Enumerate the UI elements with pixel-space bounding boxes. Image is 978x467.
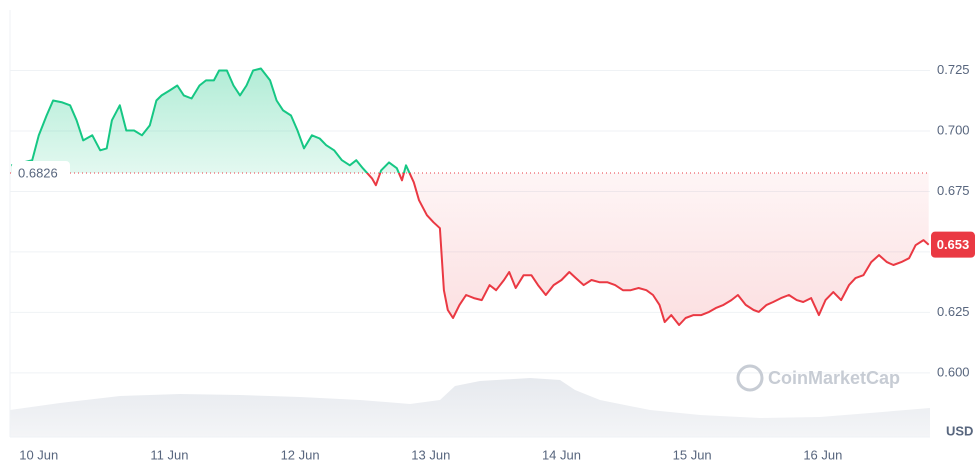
y-tick-label: 0.600 bbox=[937, 364, 970, 379]
x-tick-label: 10 Jun bbox=[19, 447, 58, 462]
last-price-badge bbox=[931, 231, 975, 258]
x-tick-label: 16 Jun bbox=[803, 447, 842, 462]
y-tick-label: 0.675 bbox=[937, 183, 970, 198]
x-tick-label: 14 Jun bbox=[542, 447, 581, 462]
y-unit: USD bbox=[946, 423, 973, 438]
x-tick-label: 11 Jun bbox=[150, 447, 188, 462]
x-tick-label: 12 Jun bbox=[281, 447, 320, 462]
baseline-label: 0.6826 bbox=[18, 165, 58, 180]
watermark-text: CoinMarketCap bbox=[768, 368, 900, 388]
x-tick-label: 13 Jun bbox=[411, 447, 450, 462]
price-area bbox=[11, 68, 929, 325]
y-tick-label: 0.625 bbox=[937, 304, 970, 319]
x-tick-label: 15 Jun bbox=[673, 447, 712, 462]
y-tick-label: 0.725 bbox=[937, 62, 970, 77]
watermark: CoinMarketCap bbox=[736, 364, 900, 392]
volume-area bbox=[10, 378, 930, 437]
last-price-label: 0.653 bbox=[937, 237, 970, 252]
y-tick-label: 0.700 bbox=[937, 122, 970, 137]
baseline-label-box bbox=[12, 161, 70, 186]
price-line bbox=[11, 67, 930, 326]
